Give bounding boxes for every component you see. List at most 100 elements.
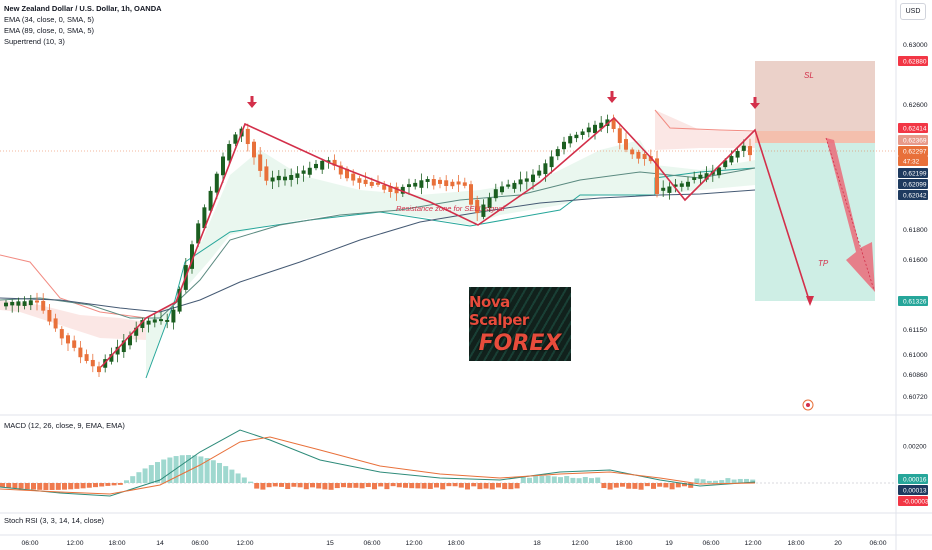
- macd-tick-label: 0.00200: [903, 444, 927, 451]
- time-tick-label: 06:00: [363, 540, 380, 547]
- candle: [568, 136, 573, 144]
- candle: [276, 175, 281, 181]
- price-badge-label: 0.62099: [903, 182, 927, 189]
- macd-histogram-bar: [31, 483, 36, 490]
- candle: [4, 302, 8, 307]
- tp-label: TP: [818, 259, 829, 268]
- candle: [84, 354, 89, 361]
- candle: [47, 309, 52, 322]
- candle: [407, 184, 411, 188]
- price-badge-label: 0.61326: [903, 299, 927, 306]
- macd-histogram-bar: [663, 483, 669, 488]
- candle: [673, 184, 678, 187]
- candle: [524, 178, 529, 182]
- candle: [493, 189, 498, 199]
- macd-histogram-bar: [700, 479, 706, 483]
- macd-histogram-bar: [359, 483, 365, 489]
- macd-histogram-bar: [545, 475, 551, 483]
- candle: [425, 179, 430, 182]
- candle: [679, 183, 684, 187]
- candle: [667, 186, 672, 193]
- macd-histogram-bar: [706, 480, 712, 483]
- macd-histogram-bar: [68, 483, 74, 490]
- macd-histogram-bar: [334, 483, 340, 489]
- candle: [72, 340, 77, 348]
- candle: [245, 128, 250, 145]
- macd-histogram-bar: [341, 483, 346, 488]
- candle: [146, 320, 151, 325]
- candle: [90, 359, 95, 367]
- candle: [221, 156, 225, 176]
- candle: [202, 207, 207, 229]
- candle: [338, 165, 343, 175]
- candle: [258, 154, 263, 171]
- candle: [388, 186, 393, 193]
- macd-histogram-bar: [210, 460, 216, 483]
- macd-histogram-bar: [130, 476, 136, 483]
- macd-histogram-bar: [24, 483, 30, 490]
- price-badge: [898, 168, 928, 178]
- candle: [208, 190, 213, 211]
- candle: [475, 199, 480, 214]
- ema89-label[interactable]: EMA (89, close, 0, SMA, 5): [4, 26, 95, 35]
- ema34-label[interactable]: EMA (34, close, 0, SMA, 5): [4, 15, 95, 24]
- price-tick-label: 0.60860: [903, 372, 928, 379]
- time-tick-label: 06:00: [191, 540, 208, 547]
- currency-button[interactable]: USD: [900, 3, 926, 20]
- macd-histogram-bar: [626, 483, 632, 489]
- candle: [549, 156, 554, 168]
- candle: [190, 244, 194, 269]
- macd-histogram-bar: [576, 478, 582, 483]
- time-tick-label: 18:00: [615, 540, 632, 547]
- candle: [617, 128, 622, 143]
- macd-histogram-bar: [725, 478, 731, 483]
- macd-histogram-bar: [235, 473, 241, 483]
- time-tick-label: 12:00: [571, 540, 588, 547]
- candle: [22, 301, 27, 306]
- symbol-title[interactable]: New Zealand Dollar / U.S. Dollar, 1h, OA…: [4, 4, 162, 13]
- candle: [611, 119, 616, 129]
- zigzag-line: [100, 116, 811, 368]
- candle: [698, 174, 703, 179]
- candle: [462, 182, 467, 186]
- candle: [35, 300, 39, 303]
- candle: [599, 122, 604, 129]
- candle: [586, 127, 591, 133]
- time-tick-label: 18:00: [787, 540, 804, 547]
- supertrend-label[interactable]: Supertrend (10, 3): [4, 37, 65, 46]
- macd-histogram-bar: [750, 479, 756, 483]
- candle: [562, 141, 566, 150]
- price-badge: [898, 146, 928, 156]
- macd-histogram-bar: [229, 469, 235, 483]
- candle: [28, 300, 33, 306]
- down-marker-icon: [247, 102, 257, 108]
- macd-histogram-bar: [0, 483, 5, 487]
- candle: [642, 153, 647, 159]
- ema34-line: [0, 167, 756, 319]
- macd-histogram-bar: [316, 483, 322, 489]
- time-tick-label: 12:00: [66, 540, 83, 547]
- macd-histogram-bar: [508, 483, 514, 490]
- macd-histogram-bar: [279, 483, 284, 487]
- candle: [59, 329, 64, 339]
- down-marker-icon: [607, 97, 617, 103]
- macd-histogram-bar: [62, 483, 67, 490]
- macd-histogram-bar: [365, 483, 371, 488]
- candle: [500, 186, 504, 193]
- candle: [537, 170, 542, 176]
- macd-histogram-bar: [99, 483, 105, 487]
- supertrend-red-fill-2: [655, 110, 755, 150]
- stoch-legend[interactable]: Stoch RSI (3, 3, 14, 14, close): [4, 516, 105, 525]
- macd-badge: [898, 496, 928, 506]
- candle: [593, 124, 597, 134]
- macd-tick-label: 0.00013: [903, 488, 927, 495]
- macd-legend[interactable]: MACD (12, 26, close, 9, EMA, EMA): [4, 421, 125, 430]
- macd-histogram-bar: [353, 483, 359, 488]
- candle: [159, 319, 163, 322]
- macd-histogram-bar: [272, 483, 278, 487]
- price-tick-label: 0.60720: [903, 394, 928, 401]
- macd-histogram-bar: [737, 478, 743, 483]
- candle: [53, 318, 58, 329]
- candle: [686, 181, 690, 187]
